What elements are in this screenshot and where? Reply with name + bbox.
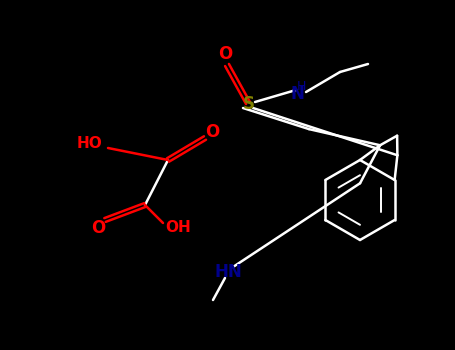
Text: HO: HO [77, 135, 103, 150]
Text: N: N [290, 85, 304, 103]
Text: S: S [243, 95, 255, 113]
Text: H: H [296, 79, 306, 92]
Text: O: O [218, 45, 232, 63]
Text: O: O [205, 123, 219, 141]
Text: O: O [91, 219, 105, 237]
Text: OH: OH [165, 220, 191, 236]
Text: HN: HN [214, 263, 242, 281]
